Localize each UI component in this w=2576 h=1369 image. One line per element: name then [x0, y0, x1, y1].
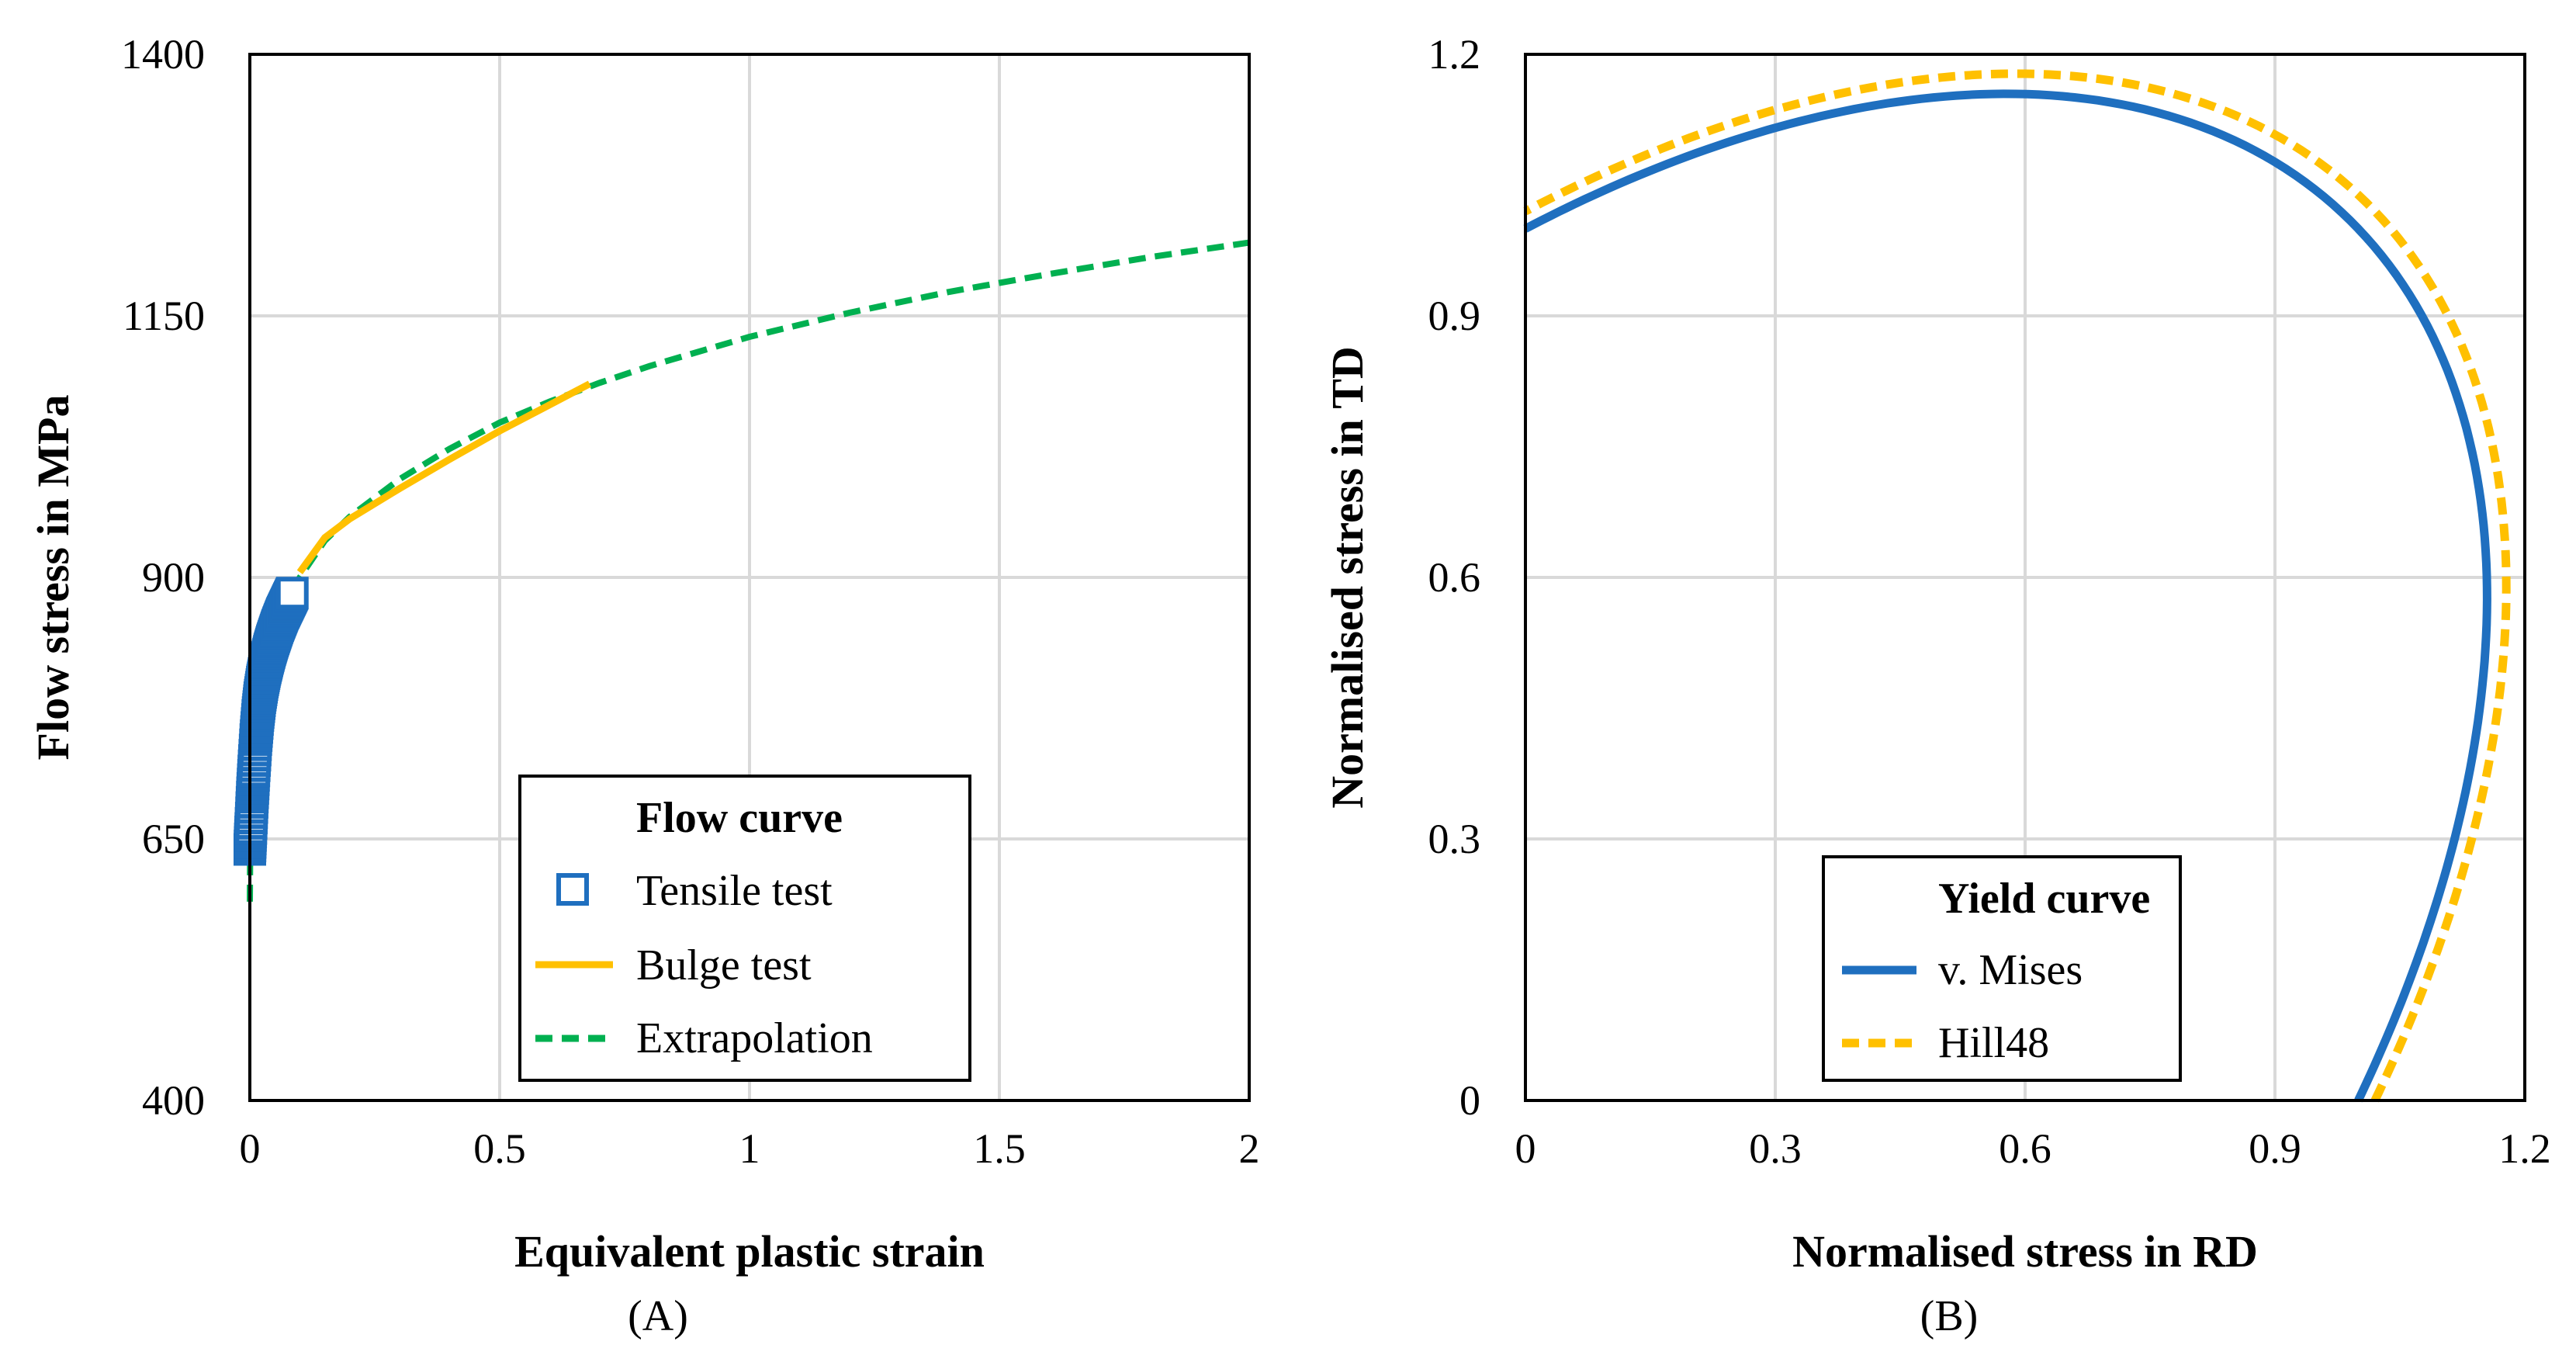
legend-v-mises-label: v. Mises [1938, 946, 2083, 994]
panel-b-chart: 0 0.3 0.6 0.9 1.2 0 0.3 0.6 0.9 1.2 Normalised st… [1322, 31, 2551, 1340]
panel-b-legend-title: Yield curve [1938, 875, 2150, 923]
panel-b-x-tick-label: 1.2 [2498, 1125, 2551, 1172]
panel-a-x-tick-label: 0.5 [473, 1125, 526, 1172]
panel-a-legend: Flow curve Tensile test Bulge test Extra… [518, 775, 971, 1082]
legend-extrapolation-label: Extrapolation [636, 1014, 873, 1062]
panel-b-x-tick-label: 0.9 [2249, 1125, 2301, 1172]
panel-b-x-axis-label: Normalised stress in RD [1792, 1226, 2258, 1277]
panel-b-x-tick-label: 0.6 [1999, 1125, 2051, 1172]
panel-a-ticks: 0 0.5 1 1.5 2 400 650 900 1150 1400 [121, 31, 1260, 1172]
v-mises-curve [1523, 89, 2491, 1103]
panel-a-y-tick-label: 900 [142, 554, 205, 601]
legend-bulge-test-label: Bulge test [636, 941, 812, 989]
legend-tensile-test-marker [556, 873, 589, 906]
panel-a-y-tick-label: 650 [142, 816, 205, 862]
panel-b-grid [1525, 54, 2525, 1100]
legend-hill48-label: Hill48 [1938, 1019, 2049, 1067]
panel-b-y-tick-label: 1.2 [1428, 31, 1481, 78]
panel-a-y-axis-label: Flow stress in MPa [28, 395, 78, 761]
panel-a-y-tick-label: 1150 [123, 293, 205, 339]
panel-a-x-tick-label: 2 [1239, 1125, 1260, 1172]
panel-b-legend: Yield curve v. Mises Hill48 [1822, 855, 2182, 1082]
bulge-test-line [296, 380, 591, 574]
panel-b-x-tick-label: 0.3 [1749, 1125, 1802, 1172]
legend-tensile-test-label: Tensile test [636, 867, 833, 915]
panel-b-ticks: 0 0.3 0.6 0.9 1.2 0 0.3 0.6 0.9 1.2 [1428, 31, 2551, 1172]
panel-b-y-axis-label: Normalised stress in TD [1322, 346, 1373, 809]
panel-a-y-tick-label: 400 [142, 1077, 205, 1124]
panel-a-x-axis-label: Equivalent plastic strain [514, 1226, 985, 1277]
panel-a-chart: 0 0.5 1 1.5 2 400 650 900 1150 1400 Equivalent pl… [28, 31, 1260, 1340]
panel-b-label: (B) [1920, 1292, 1979, 1340]
extrapolation-line [247, 239, 1250, 902]
panel-a-grid [250, 54, 1249, 1100]
panel-b-y-tick-label: 0.9 [1428, 293, 1481, 339]
panel-b-plot-frame [1524, 53, 2526, 1102]
panel-a-y-tick-label: 1400 [121, 31, 205, 78]
panel-b-series [1523, 69, 2511, 1103]
panel-a-x-tick-label: 1.5 [973, 1125, 1026, 1172]
tensile-test-marker [275, 577, 309, 610]
panel-b-y-tick-label: 0.3 [1428, 816, 1481, 862]
panel-a-label: (A) [628, 1292, 688, 1340]
panel-a-legend-title: Flow curve [636, 794, 843, 842]
panel-a-legend-box [518, 775, 971, 1082]
panel-a-plot-frame [248, 53, 1251, 1102]
panel-a-x-tick-label: 1 [739, 1125, 760, 1172]
panel-b-y-tick-label: 0.6 [1428, 554, 1481, 601]
panel-b-y-tick-label: 0 [1459, 1077, 1480, 1124]
panel-a-x-tick-label: 0 [240, 1125, 261, 1172]
panel-b-x-tick-label: 0 [1515, 1125, 1536, 1172]
